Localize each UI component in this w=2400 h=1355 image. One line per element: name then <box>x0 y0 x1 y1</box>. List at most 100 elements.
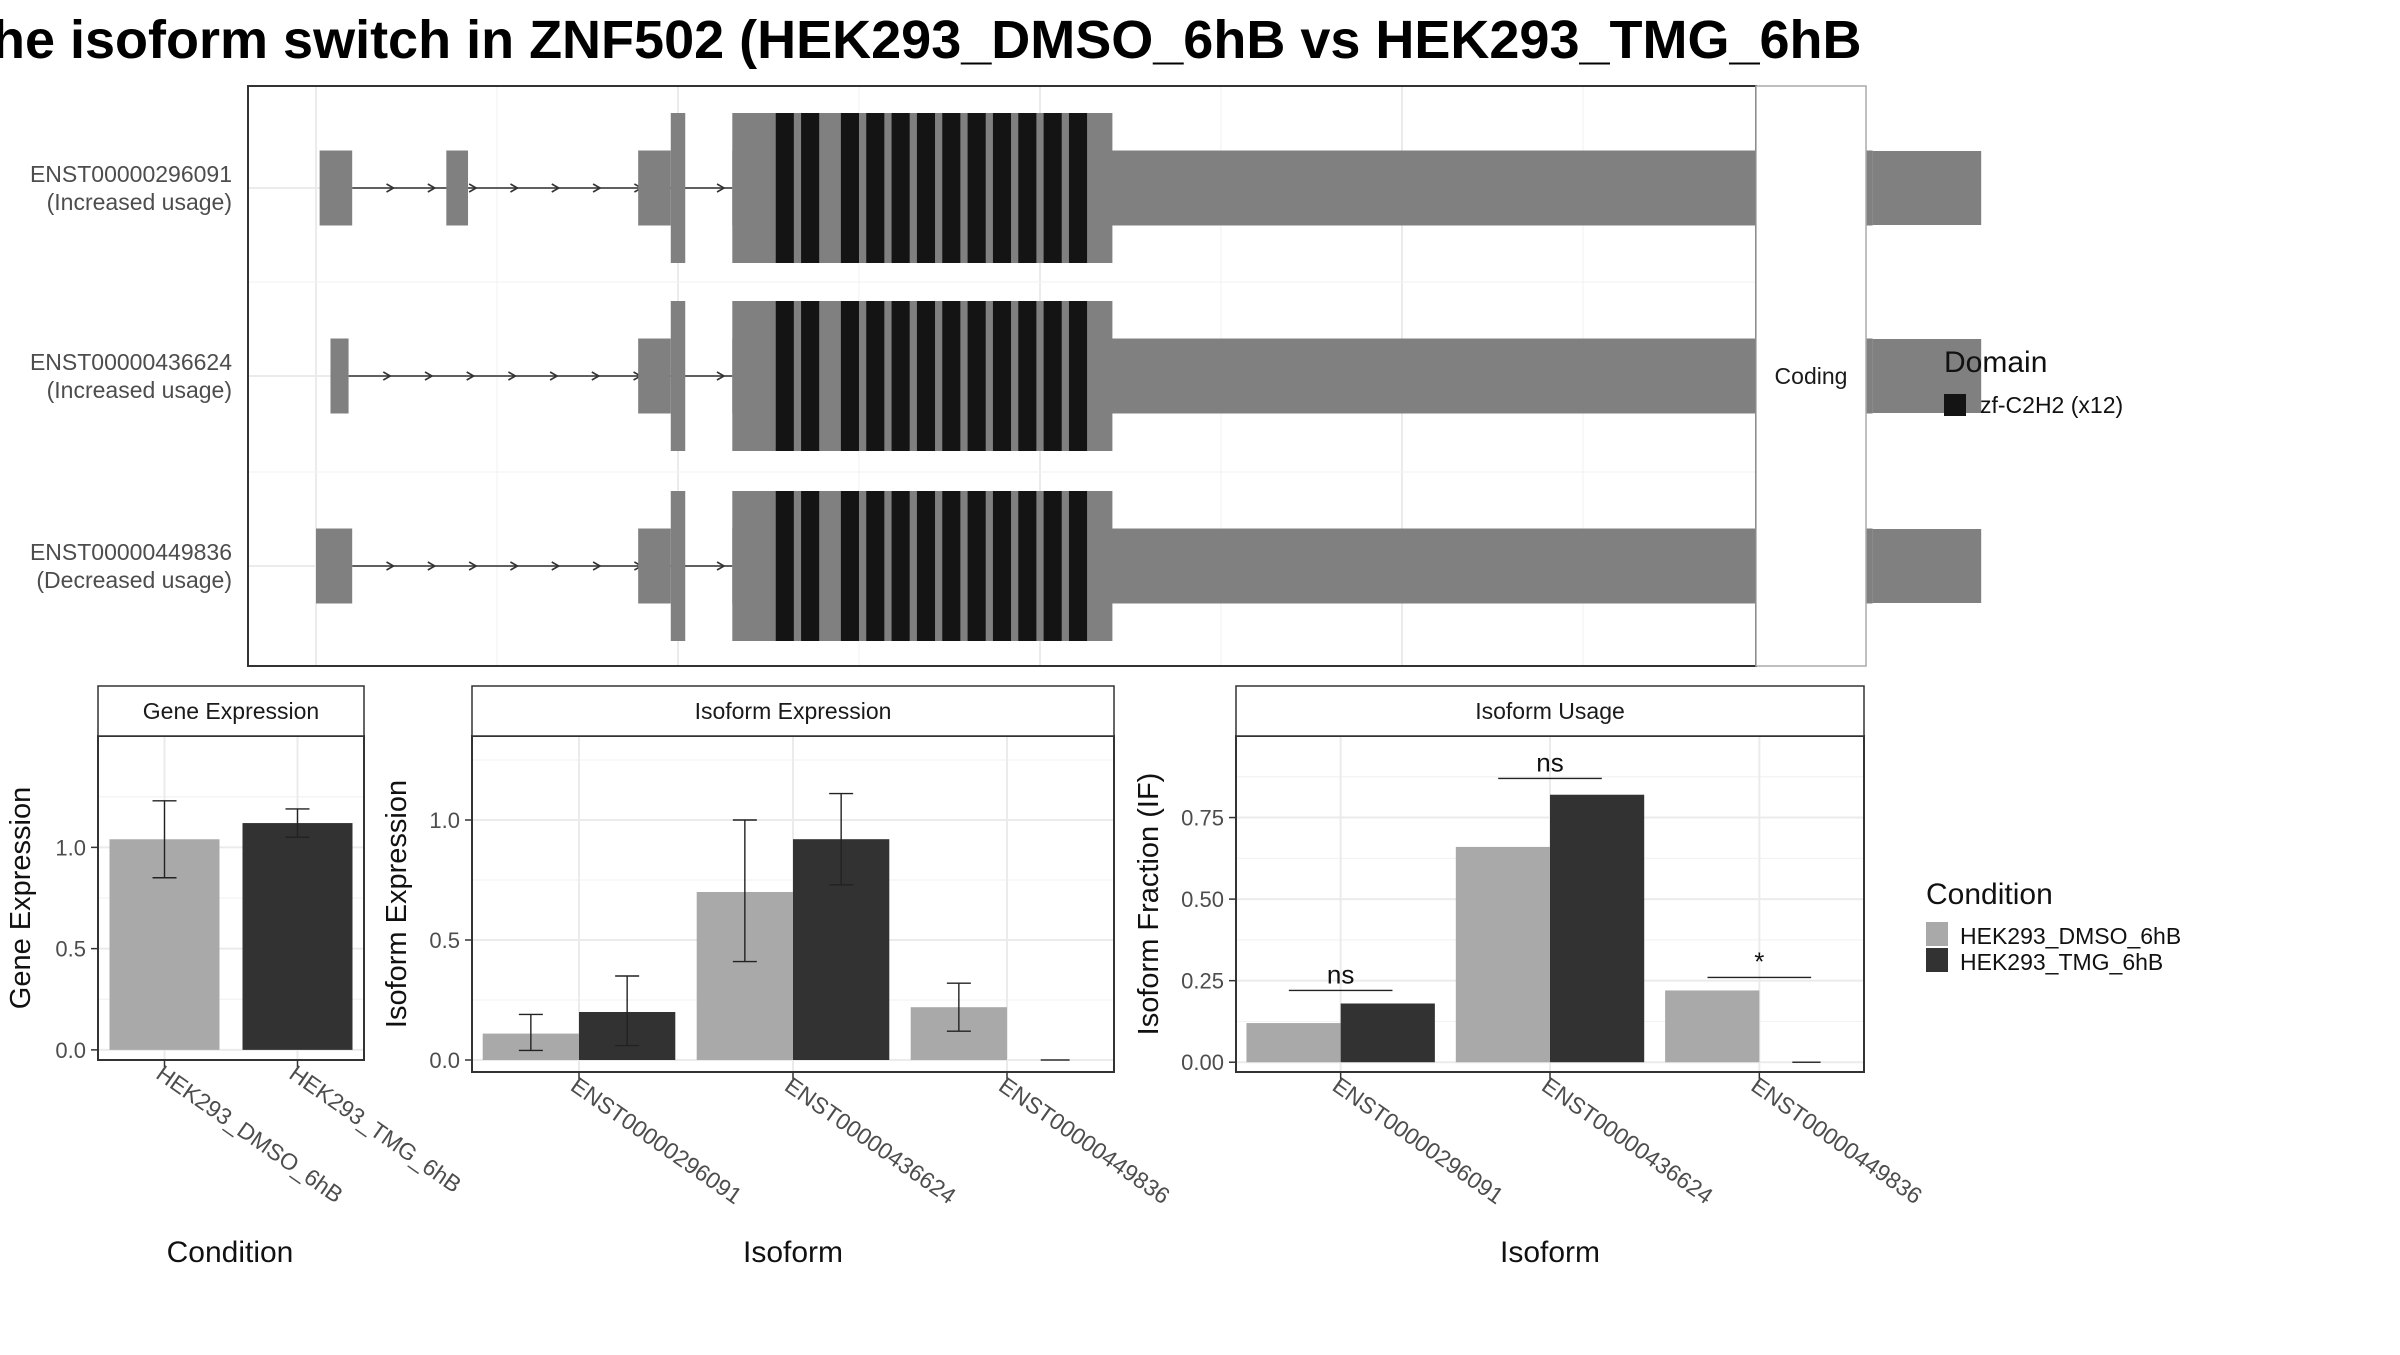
domain-zf-c2h2 <box>916 301 936 451</box>
chart-panel: ns ns * Isoform Usage 0.00 0.25 0.50 0.75 ENST00… <box>1133 685 1927 1269</box>
domain-zf-c2h2 <box>1043 491 1062 641</box>
domain-zf-c2h2 <box>992 113 1012 263</box>
domain-zf-c2h2 <box>1068 113 1088 263</box>
domain-zf-c2h2 <box>866 491 885 641</box>
x-tick-label: ENST00000296091 <box>1328 1072 1508 1209</box>
y-tick-label: 0.75 <box>1181 806 1224 831</box>
transcript-row: ENST00000449836(Decreased usage) <box>30 491 1982 641</box>
transcript-usage-label: (Decreased usage) <box>36 567 232 593</box>
intron-arrow-icon <box>382 371 392 381</box>
transcript-usage-label: (Increased usage) <box>47 377 232 403</box>
condition-legend-label: HEK293_DMSO_6hB <box>1960 923 2181 949</box>
domain-zf-c2h2 <box>992 301 1012 451</box>
y-tick-label: 0.0 <box>429 1048 460 1073</box>
y-tick-label: 0.5 <box>55 937 86 962</box>
domain-zf-c2h2 <box>801 113 820 263</box>
condition-legend-label: HEK293_TMG_6hB <box>1960 949 2163 975</box>
chart-strip <box>97 685 365 737</box>
exon <box>330 338 349 414</box>
domain-zf-c2h2 <box>891 113 910 263</box>
intron-arrow-icon <box>551 183 561 193</box>
domain-zf-c2h2 <box>801 491 820 641</box>
intron-arrow-icon <box>424 371 434 381</box>
domain-zf-c2h2 <box>775 113 794 263</box>
transcript-id-label: ENST00000449836 <box>30 539 232 565</box>
domain-legend-label: zf-C2H2 (x12) <box>1980 392 2123 418</box>
intron-arrow-icon <box>510 561 520 571</box>
utr-3prime <box>1872 529 1982 603</box>
chart-panel-title: Isoform Usage <box>1475 698 1625 724</box>
chart-strip <box>471 685 1115 737</box>
y-axis-title: Isoform Fraction (IF) <box>1133 773 1165 1036</box>
y-tick-label: 0.25 <box>1181 969 1224 994</box>
intron-arrow-icon <box>592 561 602 571</box>
intron-arrow-icon <box>592 183 602 193</box>
domain-zf-c2h2 <box>840 301 859 451</box>
domain-zf-c2h2 <box>992 491 1012 641</box>
domain-zf-c2h2 <box>1068 491 1088 641</box>
condition-legend-swatch <box>1926 922 1948 946</box>
domain-zf-c2h2 <box>942 113 961 263</box>
y-tick-label: 0.00 <box>1181 1050 1224 1075</box>
bar <box>242 823 353 1050</box>
intron-arrow-icon <box>510 183 520 193</box>
exon <box>670 491 686 641</box>
condition-legend-title: Condition <box>1926 878 2053 911</box>
y-axis-title: Gene Expression <box>5 787 37 1009</box>
intron-arrow-icon <box>427 183 437 193</box>
significance-label: ns <box>1327 959 1354 989</box>
domain-zf-c2h2 <box>967 113 986 263</box>
significance-label: ns <box>1536 747 1563 777</box>
domain-zf-c2h2 <box>866 113 885 263</box>
transcript-row: ENST00000436624(Increased usage) <box>30 301 1982 451</box>
bar <box>1340 1003 1435 1063</box>
domain-legend-title: Domain <box>1944 346 2047 379</box>
y-tick-label: 0.50 <box>1181 887 1224 912</box>
transcript-row: ENST00000296091(Increased usage) <box>30 113 1982 263</box>
exon <box>319 150 353 226</box>
domain-zf-c2h2 <box>1018 301 1037 451</box>
y-axis-title: Isoform Expression <box>381 780 413 1028</box>
x-axis-title: Isoform <box>743 1236 843 1269</box>
chart-panel-title: Gene Expression <box>143 698 319 724</box>
domain-zf-c2h2 <box>840 491 859 641</box>
coding-strip <box>1755 85 1867 667</box>
exon <box>316 528 353 604</box>
domain-zf-c2h2 <box>942 491 961 641</box>
intron-arrow-icon <box>549 371 559 381</box>
coding-exon-block <box>1087 113 1113 263</box>
domain-zf-c2h2 <box>1018 491 1037 641</box>
transcript-id-label: ENST00000436624 <box>30 349 232 375</box>
intron-arrow-icon <box>468 183 478 193</box>
x-axis-title: Isoform <box>1500 1236 1600 1269</box>
exon <box>638 338 671 414</box>
domain-zf-c2h2 <box>775 301 794 451</box>
bar <box>1550 794 1645 1063</box>
coding-exon-block <box>1087 491 1113 641</box>
intron-arrow-icon <box>466 371 476 381</box>
intron-arrow-icon <box>551 561 561 571</box>
significance-label: * <box>1754 946 1764 976</box>
domain-zf-c2h2 <box>916 113 936 263</box>
domain-zf-c2h2 <box>1043 301 1062 451</box>
domain-zf-c2h2 <box>801 301 820 451</box>
exon <box>638 528 671 604</box>
coding-exon-block <box>1087 301 1113 451</box>
domain-zf-c2h2 <box>916 491 936 641</box>
domain-zf-c2h2 <box>967 491 986 641</box>
x-axis-title: Condition <box>167 1236 294 1269</box>
bar <box>1455 846 1550 1063</box>
condition-legend-swatch <box>1926 948 1948 972</box>
exon <box>446 150 469 226</box>
domain-zf-c2h2 <box>1068 301 1088 451</box>
chart-panel-title: Isoform Expression <box>695 698 892 724</box>
chart-strip <box>1235 685 1865 737</box>
domain-zf-c2h2 <box>967 301 986 451</box>
domain-legend-swatch <box>1944 394 1966 416</box>
domain-zf-c2h2 <box>775 491 794 641</box>
transcript-id-label: ENST00000296091 <box>30 161 232 187</box>
bar <box>1246 1023 1341 1063</box>
x-tick-label: ENST00000449836 <box>1747 1072 1927 1209</box>
transcript-usage-label: (Increased usage) <box>47 189 232 215</box>
